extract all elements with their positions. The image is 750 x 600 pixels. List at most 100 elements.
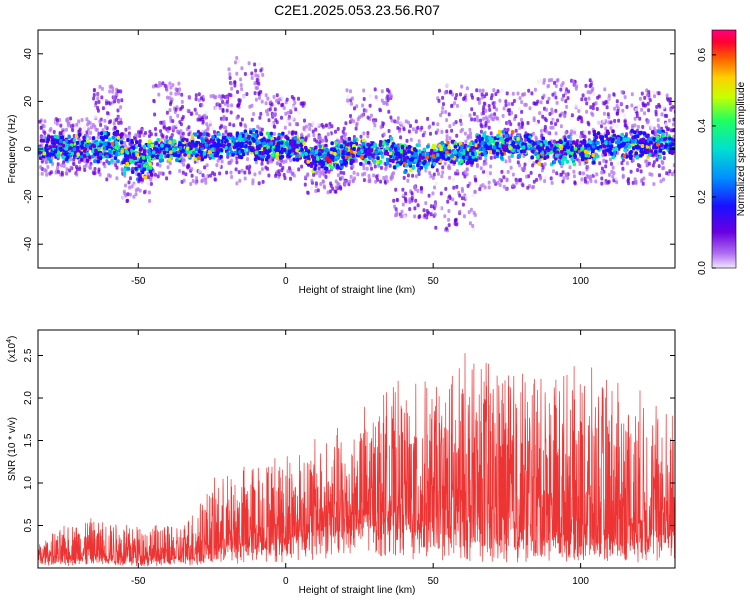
spectrogram-point xyxy=(168,96,172,101)
spectrogram-point xyxy=(172,152,177,157)
spectrogram-point xyxy=(124,153,128,158)
spectrogram-point xyxy=(443,161,447,166)
spectrogram-point xyxy=(171,147,176,152)
spectrogram-point xyxy=(119,120,123,125)
spectrogram-point xyxy=(124,149,128,153)
spectrogram-point xyxy=(417,172,421,176)
spectrogram-point xyxy=(449,89,452,94)
spectrogram-point xyxy=(552,169,555,174)
spectrogram-point xyxy=(453,144,458,149)
spectrogram-point xyxy=(79,154,84,159)
spectrogram-point xyxy=(68,146,73,151)
spectrogram-point xyxy=(505,177,509,182)
spectrogram-point xyxy=(106,115,110,120)
spectrogram-point xyxy=(40,171,44,176)
spectrogram-point xyxy=(459,148,464,153)
spectrogram-point xyxy=(447,156,451,161)
spectrogram-point xyxy=(254,150,259,155)
spectrogram-point xyxy=(501,114,505,118)
spectrogram-point xyxy=(573,181,577,186)
spectrogram-point xyxy=(455,169,459,174)
spectrogram-point xyxy=(545,107,548,112)
spectrogram-point xyxy=(264,150,268,155)
spectrogram-point xyxy=(195,111,199,116)
spectrogram-point xyxy=(611,165,615,170)
spectrogram-point xyxy=(516,136,520,141)
spectrogram-point xyxy=(553,139,557,144)
spectrogram-point xyxy=(215,163,219,168)
spectrogram-point xyxy=(105,177,109,182)
spectrogram-point xyxy=(647,108,651,113)
spectrogram-point xyxy=(104,135,109,140)
spectrogram-point xyxy=(97,131,101,136)
spectrogram-point xyxy=(445,83,449,87)
spectrogram-point xyxy=(468,141,473,146)
spectrogram-point xyxy=(373,142,377,147)
spectrogram-point xyxy=(196,117,200,122)
spectrogram-point xyxy=(431,191,435,196)
spectrogram-point xyxy=(626,137,631,142)
spectrogram-point xyxy=(427,157,432,162)
spectrogram-point xyxy=(424,201,428,206)
spectrogram-point xyxy=(119,105,123,110)
spectrogram-point xyxy=(360,113,364,118)
spectrogram-point xyxy=(481,108,485,113)
spectrogram-point xyxy=(227,67,231,72)
spectrogram-point xyxy=(119,89,123,94)
spectrogram-point xyxy=(399,214,403,219)
spectrogram-point xyxy=(75,140,80,145)
spectrogram-point xyxy=(520,117,523,122)
spectrogram-point xyxy=(550,180,554,185)
spectrogram-point xyxy=(625,104,629,109)
spectrogram-point xyxy=(441,155,445,159)
spectrogram-point xyxy=(88,142,92,147)
spectrogram-point xyxy=(308,122,312,127)
spectrogram-point xyxy=(541,165,545,170)
spectrogram-point xyxy=(616,161,620,166)
spectrogram-point xyxy=(124,134,128,139)
spectrogram-point xyxy=(52,144,56,149)
spectrogram-point xyxy=(501,140,505,145)
spectrogram-point xyxy=(220,124,223,129)
spectrogram-point xyxy=(71,128,75,133)
spectrogram-point xyxy=(250,148,254,153)
spectrogram-point xyxy=(487,104,491,108)
spectrogram-point xyxy=(595,107,599,111)
spectrogram-point xyxy=(243,170,247,175)
spectrogram-point xyxy=(288,166,291,171)
spectrogram-point xyxy=(480,124,484,129)
spectrogram-point xyxy=(562,176,566,181)
spectrogram-point xyxy=(147,148,151,153)
spectrogram-point xyxy=(129,176,132,181)
spectrogram-point xyxy=(158,163,162,168)
spectrogram-point xyxy=(300,153,304,158)
spectrogram-point xyxy=(315,139,319,144)
spectrogram-point xyxy=(341,129,345,134)
spectrogram-point xyxy=(264,93,268,98)
spectrogram-point xyxy=(243,136,247,141)
spectrogram-point xyxy=(156,84,160,89)
spectrogram-point xyxy=(434,225,438,230)
spectrogram-point xyxy=(373,87,377,92)
spectrogram-point xyxy=(185,146,190,151)
spectrogram-point xyxy=(585,109,589,114)
spectrogram-point xyxy=(339,159,343,164)
spectrogram-point xyxy=(245,92,249,97)
spectrogram-point xyxy=(83,168,87,172)
spectrogram-point xyxy=(239,141,244,146)
spectrogram-point xyxy=(605,105,609,110)
spectrogram-point xyxy=(416,203,420,208)
spectrogram-point xyxy=(169,102,172,107)
spectrogram-point xyxy=(410,196,414,201)
spectrogram-point xyxy=(406,173,410,178)
spectrogram-point xyxy=(409,124,412,128)
spectrogram-point xyxy=(392,198,396,203)
spectrogram-point xyxy=(492,105,496,109)
spectrogram-point xyxy=(161,134,165,139)
spectrogram-point xyxy=(43,131,47,135)
spectrogram-point xyxy=(613,119,617,123)
spectrogram-point xyxy=(382,132,386,137)
spectrogram-point xyxy=(416,125,420,130)
spectrogram-point xyxy=(334,189,338,194)
spectrogram-point xyxy=(160,171,163,176)
